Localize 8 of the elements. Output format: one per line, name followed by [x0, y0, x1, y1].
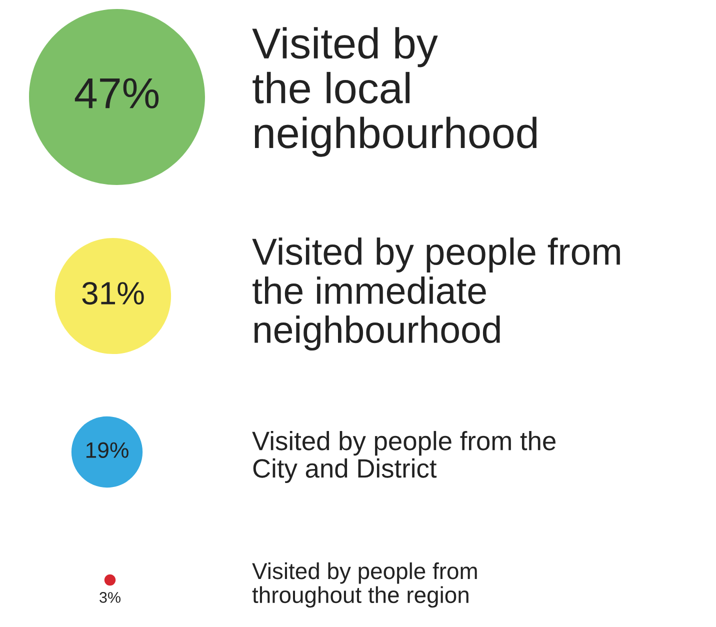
- category-label: Visited by the local neighbourhood: [252, 27, 537, 157]
- category-label: Visited by people from the immediate neighbourhood: [252, 237, 620, 351]
- category-label: Visited by people from throughout the region: [252, 562, 477, 608]
- data-label: 3%: [100, 592, 120, 603]
- data-label: 19%: [86, 442, 128, 458]
- data-label: 31%: [82, 282, 144, 305]
- category-label: Visited by people from the City and District: [252, 430, 556, 484]
- data-label: 47%: [74, 78, 159, 108]
